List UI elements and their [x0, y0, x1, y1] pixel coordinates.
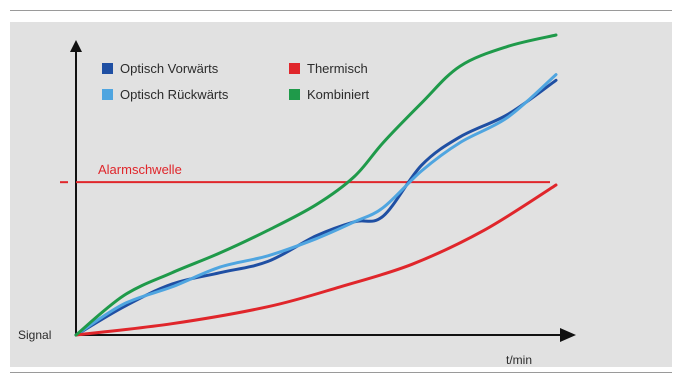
x-axis-label: t/min: [506, 353, 532, 367]
series-line-thermisch: [74, 183, 558, 337]
y-axis-arrow-icon: [70, 40, 82, 52]
legend-swatch-thermisch: [289, 63, 300, 74]
legend-label-thermisch: Thermisch: [307, 61, 368, 76]
top-rule: [10, 10, 672, 11]
series-line-optisch-vorwaerts: [74, 78, 558, 337]
x-axis-arrow-icon: [560, 328, 576, 342]
legend: Optisch Vorwärts Optisch Rückwärts Therm…: [102, 61, 370, 102]
legend-label-kombiniert: Kombiniert: [307, 87, 370, 102]
bottom-rule: [10, 372, 672, 373]
series-line-optisch-rueckwaerts: [74, 73, 558, 337]
y-axis-label: Signal: [18, 328, 51, 342]
series-line-kombiniert: [74, 33, 558, 337]
alarm-threshold-label: Alarmschwelle: [98, 162, 182, 177]
legend-swatch-optisch-rueckwaerts: [102, 89, 113, 100]
legend-label-optisch-rueckwaerts: Optisch Rückwärts: [120, 87, 229, 102]
legend-label-optisch-vorwaerts: Optisch Vorwärts: [120, 61, 219, 76]
legend-swatch-optisch-vorwaerts: [102, 63, 113, 74]
legend-swatch-kombiniert: [289, 89, 300, 100]
